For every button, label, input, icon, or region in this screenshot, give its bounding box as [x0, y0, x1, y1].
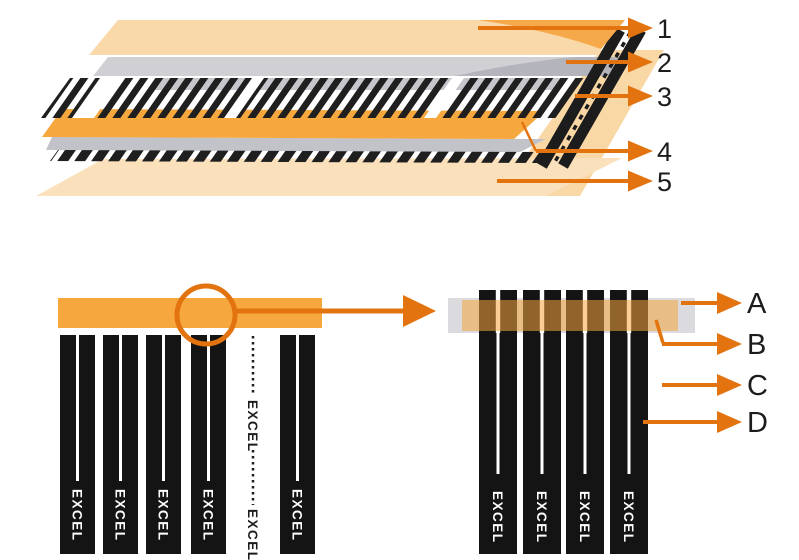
layer-label-5: 5: [657, 167, 672, 197]
detail-arrow-c: [662, 374, 742, 396]
stripe-brand-text: EXCEL: [200, 489, 215, 542]
stripe-gap: [72, 78, 122, 118]
detail-arrow-a: [681, 292, 742, 314]
detail-view: EXCEL EXCEL EXCEL EXCEL: [448, 288, 768, 554]
base-film-layer: [36, 158, 622, 196]
heating-stripe: EXCEL: [191, 335, 226, 554]
stripe-brand-text: EXCEL: [577, 491, 592, 544]
detail-callouts: A B C D: [643, 288, 768, 439]
layer-label-4: 4: [657, 137, 672, 167]
heating-stripe: EXCEL: [103, 335, 138, 554]
stripe-center-line: [496, 333, 500, 474]
stripe-brand-text: EXCEL: [289, 489, 304, 542]
stripe-center-line: [207, 335, 210, 481]
stripe-brand-text: EXCEL: [534, 491, 549, 544]
layer-arrow-1: [478, 17, 653, 39]
layer-callouts: 1 2 3 4 5: [478, 14, 672, 197]
stripe-center-line: [627, 333, 631, 474]
plan-view: EXCEL EXCEL EXCEL EXCEL EXCEL EXCEL E: [58, 283, 436, 560]
carbon-stripe-layer: [41, 78, 585, 118]
layer-arrow-3: [575, 85, 653, 107]
stripe-center-line: [583, 333, 587, 474]
detail-label-d: D: [747, 407, 768, 439]
layer-arrow-5: [497, 170, 653, 192]
continuation-dots: EXCEL EXCEL: [245, 336, 260, 560]
stripe-brand-text: EXCEL: [621, 491, 636, 544]
contact-dashes: [50, 150, 548, 163]
layer-label-2: 2: [657, 48, 672, 78]
detail-arrow-d: [643, 411, 742, 433]
layer-label-3: 3: [657, 82, 672, 112]
heating-stripe: EXCEL: [146, 335, 181, 554]
detail-stripe: EXCEL: [523, 290, 561, 554]
continuation-brand-text: EXCEL: [245, 400, 260, 453]
magnifier-circle: [174, 283, 238, 347]
stripe-center-line: [296, 335, 299, 481]
stripe-brand-text: EXCEL: [155, 489, 170, 542]
detail-arrow-b: [654, 319, 742, 355]
layer-arrow-4: [520, 121, 653, 162]
stripe-center-line: [119, 335, 122, 481]
layer-label-1: 1: [657, 14, 672, 44]
stripe-brand-text: EXCEL: [69, 489, 84, 542]
layer-arrow-2: [566, 51, 653, 73]
detail-stripe: EXCEL: [566, 290, 604, 554]
heating-stripe: EXCEL: [280, 335, 315, 554]
stripe-gap: [224, 78, 264, 118]
continuation-brand-text: EXCEL: [245, 509, 260, 560]
stripe-center-line: [162, 335, 165, 481]
stripe-brand-text: EXCEL: [112, 489, 127, 542]
stripe-brand-text: EXCEL: [490, 491, 505, 544]
silver-strip: [46, 137, 546, 152]
detail-overlay-band: [462, 300, 678, 331]
detail-stripe: EXCEL: [479, 290, 517, 554]
detail-label-c: C: [747, 370, 768, 402]
stripe-center-line: [76, 335, 79, 481]
zoom-arrowhead: [403, 295, 436, 327]
heating-stripe: EXCEL: [60, 335, 95, 554]
detail-stripe: EXCEL: [610, 290, 648, 554]
exploded-view: 1 2 3 4 5: [36, 14, 672, 197]
detail-label-a: A: [747, 288, 767, 320]
stripe-center-line: [540, 333, 544, 474]
stripe-gap: [424, 78, 464, 118]
detail-label-b: B: [747, 329, 766, 361]
